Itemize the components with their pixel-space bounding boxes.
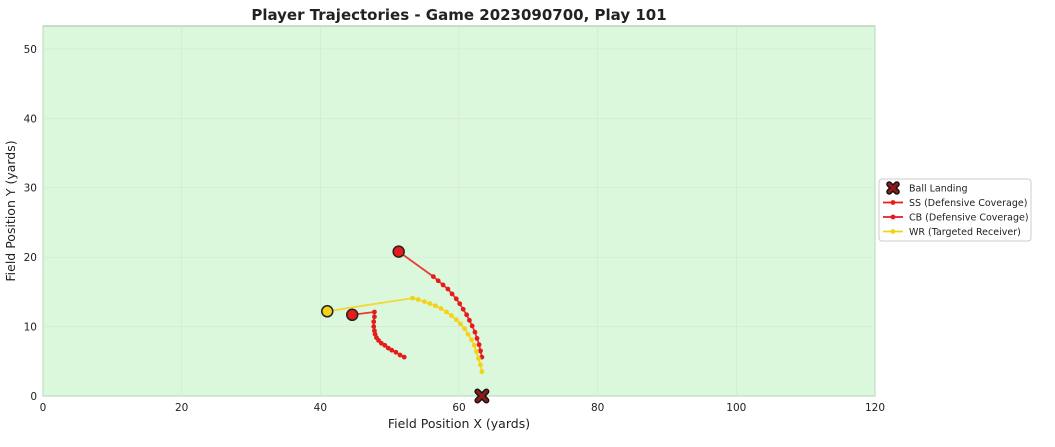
x-tick-label: 80 xyxy=(591,402,604,414)
trajectory-point xyxy=(397,352,403,358)
trajectory-point xyxy=(473,349,479,354)
trajectory-point xyxy=(371,324,377,329)
trajectory-point xyxy=(430,274,436,280)
legend-item: WR (Targeted Receiver) xyxy=(883,227,1021,238)
trajectory-point xyxy=(479,369,485,375)
series-1 xyxy=(345,308,407,360)
series-2 xyxy=(321,295,485,375)
trajectory-point xyxy=(393,349,399,355)
series-0 xyxy=(392,245,485,360)
start-marker xyxy=(321,305,334,318)
legend-point-swatch xyxy=(890,229,896,234)
trajectory-point xyxy=(476,356,481,361)
trajectory-point xyxy=(478,348,483,354)
trajectory-point xyxy=(471,342,477,348)
trajectory-point xyxy=(469,323,475,329)
legend-point-swatch xyxy=(890,200,896,205)
trajectory-point xyxy=(438,306,444,311)
trajectory-point xyxy=(445,286,451,292)
trajectory-point xyxy=(440,282,446,288)
y-tick-label: 40 xyxy=(24,113,37,125)
legend-label: WR (Targeted Receiver) xyxy=(909,227,1021,238)
trajectory-point xyxy=(415,297,421,302)
trajectory-point xyxy=(372,314,377,320)
series-layer xyxy=(321,245,485,375)
trajectory-point xyxy=(449,291,455,297)
y-tick-label: 10 xyxy=(24,322,37,334)
trajectory-point xyxy=(433,303,438,309)
y-tick-label: 30 xyxy=(24,183,37,195)
x-tick-label: 120 xyxy=(865,402,885,414)
legend-box xyxy=(878,178,1032,242)
trajectory-point xyxy=(382,342,388,348)
legend-label: Ball Landing xyxy=(909,184,968,195)
trajectory-point xyxy=(378,340,384,346)
trajectory-point xyxy=(457,301,463,307)
legend: Ball Landing SS (Defensive Coverage) CB (D… xyxy=(878,178,1032,242)
trajectory-point xyxy=(401,354,407,360)
trajectory-point xyxy=(421,299,427,304)
legend-item: Ball Landing xyxy=(886,181,968,195)
legend-item: SS (Defensive Coverage) xyxy=(883,198,1027,209)
trajectory-point xyxy=(389,347,395,353)
trajectory-point xyxy=(385,345,391,351)
ball-layer xyxy=(474,388,490,404)
x-tick-label: 0 xyxy=(40,402,47,414)
axis-ticks: 0 20 40 60 80 100 120 0 10 20 30 40 50 xyxy=(24,44,885,414)
legend-item: CB (Defensive Coverage) xyxy=(883,213,1029,224)
chart-title: Player Trajectories - Game 2023090700, P… xyxy=(251,6,666,24)
legend-point-swatch xyxy=(890,214,896,220)
trajectory-point xyxy=(435,278,441,284)
y-tick-label: 50 xyxy=(24,44,37,56)
trajectory-point xyxy=(460,306,466,312)
x-axis-label: Field Position X (yards) xyxy=(388,416,530,431)
legend-label: SS (Defensive Coverage) xyxy=(909,198,1027,209)
trajectory-point xyxy=(457,321,463,327)
trajectory-point xyxy=(474,335,480,341)
y-tick-label: 0 xyxy=(30,391,37,403)
x-tick-label: 40 xyxy=(314,402,327,414)
trajectory-point xyxy=(371,319,377,325)
trajectory-point xyxy=(444,309,449,315)
grid-lines xyxy=(42,26,876,397)
trajectory-point xyxy=(448,313,454,318)
start-marker xyxy=(392,245,405,258)
trajectory-point xyxy=(462,326,467,332)
trajectory-point xyxy=(453,317,459,323)
trajectory-point xyxy=(476,342,482,348)
trajectory-point xyxy=(453,296,459,302)
trajectory-point xyxy=(372,309,377,315)
trajectory-point xyxy=(427,301,433,307)
trajectory-point xyxy=(467,317,472,323)
x-tick-label: 60 xyxy=(452,402,465,414)
legend-ball-icon xyxy=(886,181,900,195)
trajectory-point xyxy=(465,331,471,337)
y-axis-label: Field Position Y (yards) xyxy=(3,140,18,281)
trajectory-point xyxy=(478,362,483,368)
y-tick-label: 20 xyxy=(24,252,37,264)
trajectory-point xyxy=(469,337,474,343)
x-tick-label: 20 xyxy=(175,402,188,414)
trajectory-point xyxy=(464,312,470,318)
start-marker xyxy=(345,308,359,322)
trajectory-point xyxy=(410,295,415,301)
trajectory-point xyxy=(472,329,478,335)
x-tick-label: 100 xyxy=(726,402,746,414)
ball-landing-marker xyxy=(474,388,490,404)
legend-label: CB (Defensive Coverage) xyxy=(909,213,1029,224)
